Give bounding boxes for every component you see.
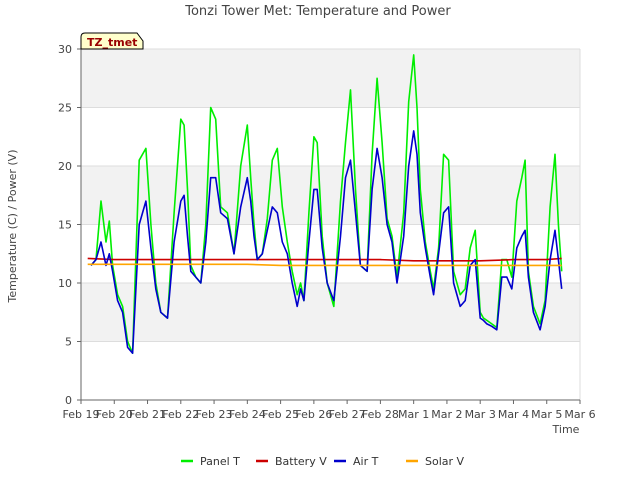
x-tick-label: Feb 26 (295, 408, 332, 421)
x-tick-label: Mar 5 (531, 408, 562, 421)
x-tick-label: Feb 19 (63, 408, 100, 421)
legend-label: Air T (353, 455, 379, 468)
band-25 (81, 49, 580, 108)
y-tick-label: 15 (58, 219, 72, 232)
x-tick-label: Mar 1 (398, 408, 429, 421)
legend-item-solar-v: Solar V (406, 455, 465, 468)
x-tick-label: Mar 4 (498, 408, 529, 421)
badge-shape (80, 32, 144, 50)
x-tick-label: Feb 27 (329, 408, 366, 421)
legend-item-air-t: Air T (334, 455, 379, 468)
x-tick-label: Feb 28 (362, 408, 399, 421)
y-tick-label: 10 (58, 277, 72, 290)
legend-item-battery-v: Battery V (256, 455, 327, 468)
y-tick-label: 20 (58, 160, 72, 173)
y-tick-label: 25 (58, 102, 72, 115)
x-axis-title: Time (552, 423, 580, 436)
legend-label: Battery V (275, 455, 327, 468)
legend-label: Panel T (200, 455, 240, 468)
legend-item-panel-t: Panel T (181, 455, 240, 468)
site-badge: TZ_tmet (80, 32, 144, 50)
x-tick-label: Mar 3 (465, 408, 496, 421)
series-air-t (90, 130, 563, 355)
x-tick-label: Feb 21 (129, 408, 166, 421)
x-tick-label: Feb 22 (162, 408, 199, 421)
y-tick-label: 5 (65, 336, 72, 349)
series-battery-v (87, 257, 562, 262)
badge-label: TZ_tmet (87, 36, 137, 49)
legend: Panel T Battery V Air T Solar V (181, 455, 465, 468)
chart-title: Tonzi Tower Met: Temperature and Power (184, 4, 451, 19)
y-axis-title: Temperature (C) / Power (V) (6, 149, 19, 303)
x-tick-label: Feb 24 (229, 408, 266, 421)
x-tick-label: Mar 2 (431, 408, 462, 421)
x-tick-label: Mar 6 (564, 408, 595, 421)
x-tick-label: Feb 23 (196, 408, 233, 421)
y-tick-label: 30 (58, 43, 72, 56)
x-tick-label: Feb 25 (262, 408, 299, 421)
series-lines (87, 54, 563, 355)
series-solar-v (87, 263, 562, 267)
legend-label: Solar V (425, 455, 465, 468)
band-15 (81, 166, 580, 225)
y-tick-label: 0 (65, 394, 72, 407)
x-tick-label: Feb 20 (96, 408, 133, 421)
